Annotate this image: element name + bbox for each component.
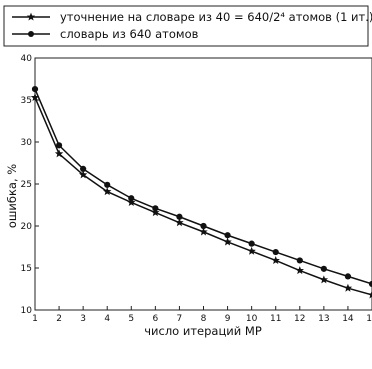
- x-tick-label: 9: [225, 314, 231, 324]
- data-point-star: [127, 198, 136, 207]
- legend-star-icon: [26, 12, 36, 21]
- data-point-star: [319, 275, 329, 284]
- x-tick-label: 7: [177, 314, 183, 324]
- x-tick-label: 5: [128, 314, 134, 324]
- y-axis: 10 15 20 25 30 35 40: [21, 54, 39, 316]
- data-point-star: [151, 208, 160, 217]
- data-point-circle: [272, 248, 279, 256]
- x-axis-label: число итераций МР: [144, 324, 262, 338]
- data-point-star: [78, 170, 88, 179]
- legend-star-marker: [26, 12, 36, 21]
- x-tick-label: 8: [201, 314, 207, 324]
- y-tick-label: 35: [21, 96, 32, 106]
- data-point-circle: [152, 205, 159, 212]
- data-point-star: [343, 283, 353, 292]
- data-point-circle: [200, 222, 207, 230]
- data-point-circle: [320, 265, 327, 272]
- x-tick-label: 2: [56, 314, 62, 324]
- x-tick-label: 10: [246, 314, 258, 324]
- y-tick-label: 40: [21, 54, 33, 64]
- x-axis: 123456789101112131415: [32, 306, 372, 324]
- data-point-circle: [104, 181, 111, 188]
- data-point-star: [223, 237, 232, 246]
- legend-circle-marker: [28, 31, 34, 37]
- y-axis-label: ошибка, %: [5, 164, 19, 228]
- data-point-circle: [80, 165, 87, 172]
- data-point-circle: [368, 280, 372, 288]
- legend-label-refinement: уточнение на словаре из 40 = 640/2⁴ атом…: [60, 10, 372, 24]
- data-point-star: [30, 93, 40, 102]
- y-tick-label: 10: [21, 306, 33, 316]
- data-point-star: [199, 227, 208, 236]
- series-dictionary: [31, 85, 372, 288]
- series-refinement: [30, 93, 372, 299]
- x-tick-label: 3: [80, 314, 86, 324]
- y-tick-label: 15: [21, 264, 32, 274]
- data-point-star: [247, 246, 256, 255]
- legend-label-dictionary: словарь из 640 атомов: [60, 27, 199, 41]
- x-tick-label: 6: [152, 314, 158, 324]
- y-tick-label: 25: [21, 180, 32, 190]
- x-tick-label: 15: [366, 314, 372, 324]
- data-point-circle: [128, 195, 135, 202]
- data-point-star: [295, 266, 304, 275]
- y-tick-label: 20: [21, 222, 33, 232]
- data-point-star: [103, 187, 112, 196]
- x-tick-label: 1: [32, 314, 38, 324]
- y-tick-label: 30: [21, 138, 33, 148]
- data-point-circle: [248, 240, 255, 247]
- data-point-star: [175, 218, 184, 227]
- data-point-circle: [176, 213, 183, 220]
- x-tick-label: 13: [318, 314, 329, 324]
- data-point-circle: [31, 85, 39, 93]
- x-tick-label: 14: [342, 314, 354, 324]
- series-line: [34, 88, 372, 285]
- series-layer: [30, 85, 372, 299]
- data-point-star: [367, 290, 372, 299]
- legend: уточнение на словаре из 40 = 640/2⁴ атом…: [3, 5, 372, 47]
- x-tick-label: 12: [294, 314, 305, 324]
- plot-frame: [34, 57, 372, 311]
- x-tick-label: 11: [270, 314, 281, 324]
- data-point-circle: [344, 273, 352, 280]
- data-point-circle: [55, 142, 63, 149]
- data-point-circle: [296, 257, 303, 264]
- data-point-circle: [224, 232, 231, 239]
- legend-box: [3, 5, 369, 47]
- series-line: [34, 97, 372, 296]
- data-point-star: [271, 256, 280, 264]
- data-point-star: [54, 149, 64, 158]
- x-tick-label: 4: [104, 314, 110, 324]
